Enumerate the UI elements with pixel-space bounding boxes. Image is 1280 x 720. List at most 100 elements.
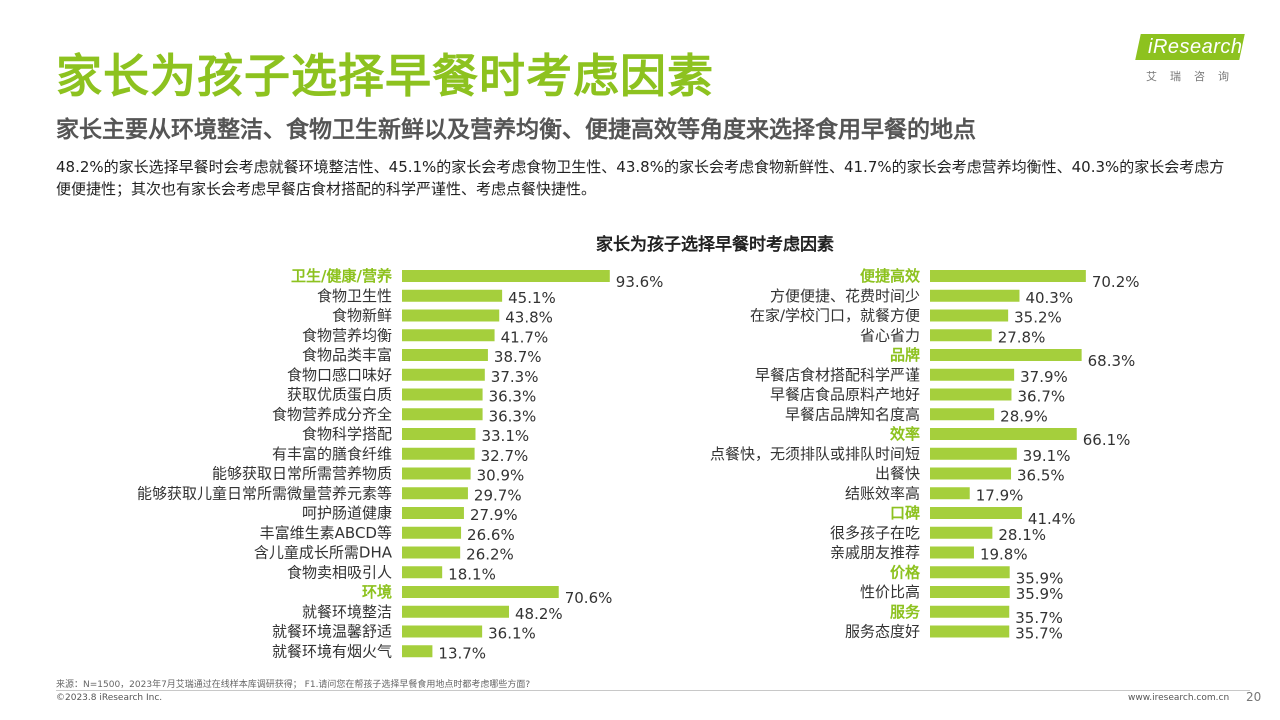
page-subtitle: 家长主要从环境整洁、食物卫生新鲜以及营养均衡、便捷高效等角度来选择食用早餐的地点 — [56, 117, 976, 143]
source-note: 来源：N=1500，2023年7月艾瑞通过在线样本库调研获得； F1.请问您在帮… — [56, 680, 531, 690]
category-label: 结账效率高 — [845, 484, 920, 502]
value-label: 35.2% — [1014, 309, 1062, 327]
value-label: 48.2% — [515, 605, 563, 623]
value-label: 66.1% — [1083, 431, 1131, 449]
bar — [402, 566, 443, 579]
category-label: 呵护肠道健康 — [302, 504, 392, 522]
value-label: 19.8% — [980, 546, 1028, 564]
category-label: 能够获取日常所需营养物质 — [212, 465, 392, 483]
value-label: 33.1% — [481, 427, 529, 445]
category-label: 点餐快，无须排队或排队时间短 — [710, 445, 920, 463]
bar — [402, 388, 483, 401]
category-label: 服务态度好 — [845, 623, 920, 641]
bar — [402, 507, 464, 519]
page-title: 家长为孩子选择早餐时考虑因素 — [56, 49, 714, 103]
category-label: 性价比高 — [860, 583, 920, 601]
category-label: 食物品类丰富 — [302, 346, 392, 364]
bar — [930, 586, 1010, 598]
value-label: 32.7% — [481, 447, 529, 465]
bar — [402, 349, 488, 361]
category-label: 能够获取儿童日常所需微量营养元素等 — [137, 484, 392, 502]
group-bar — [402, 270, 610, 282]
category-label: 就餐环境有烟火气 — [272, 642, 392, 660]
bar — [402, 309, 500, 322]
value-label: 41.4% — [1028, 510, 1076, 528]
group-label: 口碑 — [890, 504, 920, 522]
value-label: 18.1% — [448, 565, 496, 583]
value-label: 36.3% — [489, 388, 537, 406]
website: www.iresearch.com.cn — [1128, 693, 1230, 703]
bar — [930, 487, 970, 500]
value-label: 40.3% — [1025, 289, 1073, 307]
bar — [402, 289, 503, 302]
category-label: 食物科学搭配 — [302, 425, 392, 443]
value-label: 27.8% — [998, 328, 1046, 346]
category-label: 早餐店食品原料产地好 — [770, 386, 920, 404]
bar — [930, 368, 1015, 381]
value-label: 28.9% — [1000, 407, 1048, 425]
value-label: 36.5% — [1017, 467, 1065, 485]
category-label: 早餐店食材搭配科学严谨 — [755, 366, 920, 384]
category-label: 出餐快 — [875, 465, 920, 483]
value-label: 17.9% — [976, 486, 1024, 504]
group-bar — [930, 270, 1086, 282]
category-label: 就餐环境温馨舒适 — [272, 623, 392, 641]
bar — [402, 447, 475, 460]
bar — [402, 645, 433, 658]
value-label: 35.9% — [1016, 569, 1064, 587]
value-label: 38.7% — [494, 348, 542, 366]
group-label: 服务 — [890, 603, 921, 621]
category-label: 亲戚朋友推荐 — [830, 544, 920, 562]
footer-divider — [56, 690, 1250, 691]
value-label: 27.9% — [470, 506, 518, 524]
category-label: 在家/学校门口，就餐方便 — [750, 307, 920, 325]
bar — [402, 625, 483, 638]
bar — [930, 546, 974, 559]
bar — [402, 467, 471, 480]
group-label: 环境 — [362, 583, 392, 601]
value-label: 28.1% — [998, 526, 1046, 544]
bar — [930, 526, 993, 539]
category-label: 获取优质蛋白质 — [287, 386, 392, 404]
page-number: 20 — [1246, 690, 1262, 704]
value-label: 37.3% — [491, 368, 539, 386]
category-label: 很多孩子在吃 — [830, 524, 920, 542]
bar — [930, 309, 1009, 322]
category-label: 就餐环境整洁 — [302, 603, 392, 621]
group-label: 品牌 — [890, 346, 920, 364]
value-label: 29.7% — [474, 486, 522, 504]
value-label: 35.7% — [1015, 625, 1063, 643]
bar — [402, 428, 476, 440]
category-label: 方便便捷、花费时间少 — [770, 287, 920, 305]
group-label: 卫生/健康/营养 — [291, 267, 393, 285]
bar — [930, 388, 1012, 401]
value-label: 39.1% — [1023, 447, 1071, 465]
chart-container: 家长为孩子选择早餐时考虑因素 卫生/健康/营养 93.6% 食物卫生性 45.1% 食物新… — [0, 228, 1280, 668]
category-label: 食物营养均衡 — [302, 326, 392, 344]
value-label: 43.8% — [505, 309, 553, 327]
group-bar — [930, 605, 1010, 618]
value-label: 13.7% — [438, 644, 486, 662]
bar — [402, 408, 483, 421]
group-bar — [402, 586, 559, 598]
value-label: 93.6% — [616, 273, 664, 291]
value-label: 36.3% — [489, 407, 537, 425]
value-label: 37.9% — [1020, 368, 1068, 386]
group-label: 便捷高效 — [860, 267, 921, 285]
copyright: ©2023.8 iResearch Inc. — [56, 693, 163, 703]
bar — [402, 526, 462, 539]
category-label: 食物新鲜 — [332, 307, 392, 325]
value-label: 26.6% — [467, 526, 515, 544]
bar — [402, 605, 510, 618]
value-label: 36.1% — [488, 625, 536, 643]
value-label: 35.7% — [1015, 609, 1063, 627]
value-label: 26.2% — [466, 546, 514, 564]
group-label: 价格 — [890, 563, 921, 581]
group-label: 效率 — [890, 425, 920, 443]
logo-text: iResearch — [1148, 36, 1243, 58]
bar — [402, 368, 485, 381]
bar — [930, 447, 1017, 460]
group-bar — [930, 566, 1010, 579]
chart-title: 家长为孩子选择早餐时考虑因素 — [596, 234, 834, 255]
